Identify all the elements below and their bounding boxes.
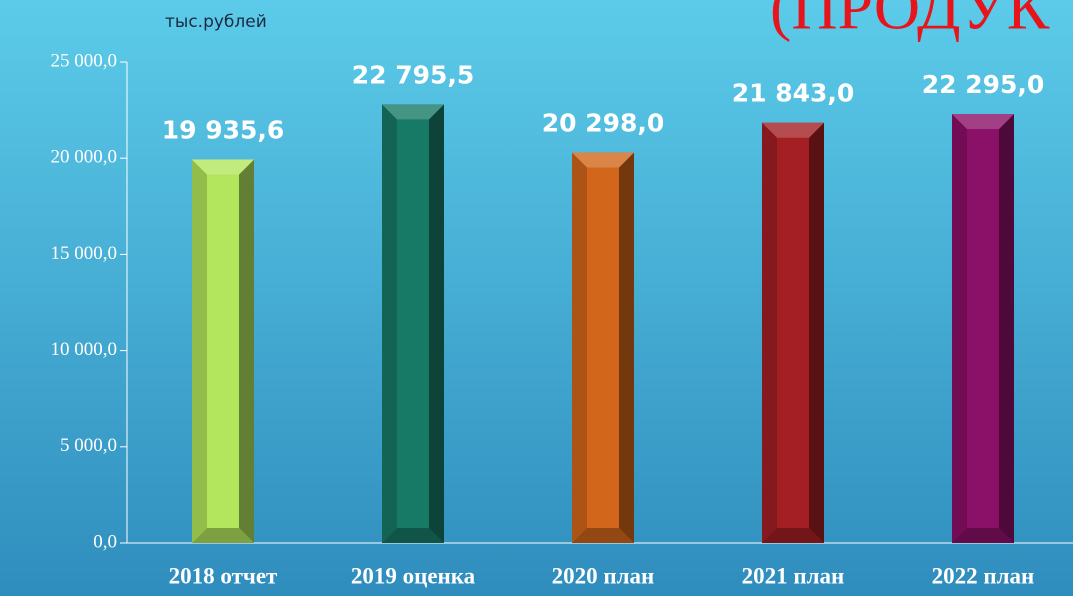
bar-bevel-bottom bbox=[762, 528, 824, 543]
y-tick-label: 10 000,0 bbox=[51, 339, 118, 360]
y-tick-label: 5 000,0 bbox=[60, 435, 117, 456]
unit-label: тыс.рублей bbox=[165, 12, 267, 32]
bar-bevel-left bbox=[572, 152, 587, 543]
data-label: 22 295,0 bbox=[922, 70, 1045, 99]
bar-bevel-bottom bbox=[572, 528, 634, 543]
y-tick-label: 0,0 bbox=[93, 531, 117, 552]
bar-bevel-left bbox=[382, 104, 397, 543]
bar-bevel-right bbox=[429, 104, 444, 543]
bar-bevel-bottom bbox=[192, 528, 254, 543]
bar-bevel-left bbox=[762, 122, 777, 544]
x-tick-label: 2020 план bbox=[552, 563, 655, 588]
bar-bevel-right bbox=[619, 152, 634, 543]
y-tick-label: 20 000,0 bbox=[51, 147, 118, 168]
x-tick-label: 2018 отчет bbox=[169, 563, 278, 588]
bar-bevel-right bbox=[809, 122, 824, 544]
bar-bevel-top bbox=[572, 152, 634, 168]
y-tick-label: 15 000,0 bbox=[51, 243, 118, 264]
data-label: 21 843,0 bbox=[732, 79, 855, 108]
bar-bevel-top bbox=[192, 159, 254, 175]
annotation: (ПРОДУК bbox=[770, 0, 1050, 43]
bar-bevel-left bbox=[952, 114, 967, 544]
bar-bevel-top bbox=[952, 114, 1014, 130]
y-tick-label: 25 000,0 bbox=[51, 50, 118, 71]
data-label: 22 795,5 bbox=[352, 60, 475, 89]
x-tick-label: 2022 план bbox=[932, 563, 1035, 588]
data-label: 19 935,6 bbox=[162, 115, 285, 144]
bar-bevel-top bbox=[762, 122, 824, 138]
bar-bevel-bottom bbox=[952, 528, 1014, 543]
x-tick-label: 2021 план bbox=[742, 563, 845, 588]
bar-bevel-top bbox=[382, 104, 444, 120]
bar-bevel-right bbox=[999, 114, 1014, 544]
x-tick-label: 2019 оценка bbox=[351, 563, 476, 588]
data-label: 20 298,0 bbox=[542, 108, 665, 137]
bar-bevel-left bbox=[192, 159, 207, 543]
bar-bevel-bottom bbox=[382, 528, 444, 543]
bar-bevel-right bbox=[239, 159, 254, 543]
